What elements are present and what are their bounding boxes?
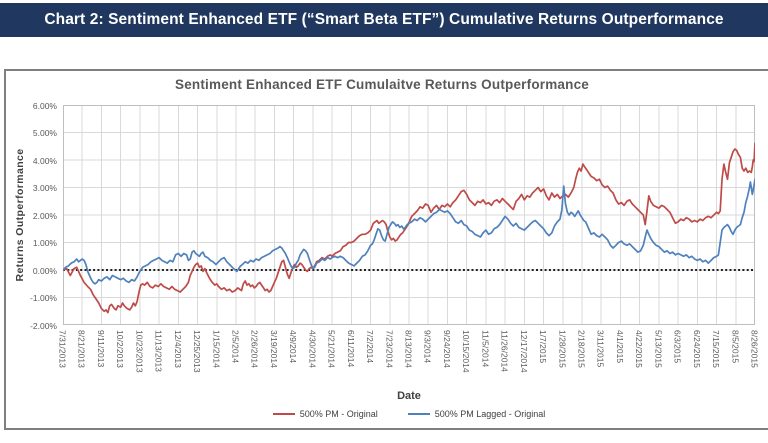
x-tick-label: 7/31/2013	[57, 330, 68, 368]
legend-label: 500% PM - Original	[299, 409, 378, 419]
x-tick-label: 9/3/2014	[422, 330, 433, 364]
x-tick-label: 9/11/2013	[95, 330, 106, 368]
legend-line-marker	[272, 413, 295, 415]
y-tick-label: 2.00%	[32, 210, 57, 221]
legend: 500% PM - Original 500% PM Lagged - Origi…	[63, 409, 755, 419]
legend-line-marker	[407, 413, 430, 415]
x-tick-label: 12/4/2013	[172, 330, 183, 368]
x-tick-label: 11/13/2013	[153, 330, 164, 372]
x-tick-label: 6/3/2015	[672, 330, 683, 364]
plot-area	[62, 104, 756, 326]
x-tick-label: 4/9/2014	[288, 330, 299, 364]
y-tick-label: 0.00%	[32, 265, 57, 276]
x-tick-label: 8/5/2015	[730, 330, 741, 364]
x-tick-label: 9/24/2014	[441, 330, 452, 368]
legend-item-1: 500% PM Lagged - Original	[407, 409, 546, 419]
y-tick-label: -1.00%	[30, 293, 57, 303]
x-tick-label: 12/25/2013	[192, 330, 203, 373]
x-tick-label: 10/2/2013	[115, 330, 126, 368]
x-tick-label: 11/26/2014	[499, 330, 510, 372]
x-tick-label: 4/30/2014	[307, 330, 318, 368]
y-tick-label: 6.00%	[32, 100, 57, 111]
x-tick-label: 2/5/2014	[230, 330, 241, 364]
x-tick-label: 7/23/2014	[384, 330, 395, 368]
x-tick-label: 7/2/2014	[365, 330, 376, 364]
series-line-0	[62, 142, 756, 314]
legend-label: 500% PM Lagged - Original	[434, 409, 546, 419]
y-tick-label: -2.00%	[30, 320, 57, 331]
x-tick-label: 6/24/2015	[691, 330, 702, 368]
x-tick-label: 8/26/2015	[749, 330, 760, 368]
series-line-1	[62, 178, 756, 285]
x-tick-label: 11/5/2014	[480, 330, 491, 368]
x-tick-label: 5/13/2015	[653, 330, 664, 368]
plot-svg	[62, 104, 756, 326]
x-tick-label: 1/7/2015	[538, 330, 549, 364]
x-tick-label: 2/18/2015	[576, 330, 587, 368]
x-tick-label: 10/23/2013	[134, 330, 145, 373]
x-tick-label: 12/17/2014	[518, 330, 529, 373]
x-tick-label: 1/15/2014	[211, 330, 222, 368]
y-tick-label: 1.00%	[32, 238, 57, 248]
chart-header-title: Chart 2: Sentiment Enhanced ETF (“Smart …	[44, 11, 724, 28]
x-tick-label: 6/11/2014	[345, 330, 356, 368]
x-tick-label: 8/21/2013	[76, 330, 87, 368]
x-tick-label: 1/28/2015	[557, 330, 568, 368]
x-tick-label: 3/11/2015	[595, 330, 606, 368]
x-axis-title: Date	[397, 390, 421, 402]
x-tick-label: 3/19/2014	[268, 330, 279, 368]
y-tick-label: 3.00%	[32, 183, 57, 193]
x-tick-label: 2/26/2014	[249, 330, 260, 368]
chart-header-banner: Chart 2: Sentiment Enhanced ETF (“Smart …	[0, 3, 768, 37]
plot-border	[63, 105, 755, 325]
x-tick-label: 8/13/2014	[403, 330, 414, 368]
chart-title: Sentiment Enhanced ETF Cumulaitve Return…	[174, 77, 590, 92]
x-tick-label: 7/15/2015	[711, 330, 722, 368]
x-tick-label: 5/21/2014	[326, 330, 337, 368]
legend-item-0: 500% PM - Original	[272, 409, 378, 419]
x-tick-label: 4/1/2015	[614, 330, 625, 364]
y-tick-label: 4.00%	[32, 155, 57, 166]
x-tick-label: 10/15/2014	[461, 330, 472, 373]
chart-figure: Sentiment Enhanced ETF Cumulaitve Return…	[4, 69, 768, 430]
x-tick-label: 4/22/2015	[634, 330, 645, 368]
y-tick-label: 5.00%	[32, 128, 57, 138]
